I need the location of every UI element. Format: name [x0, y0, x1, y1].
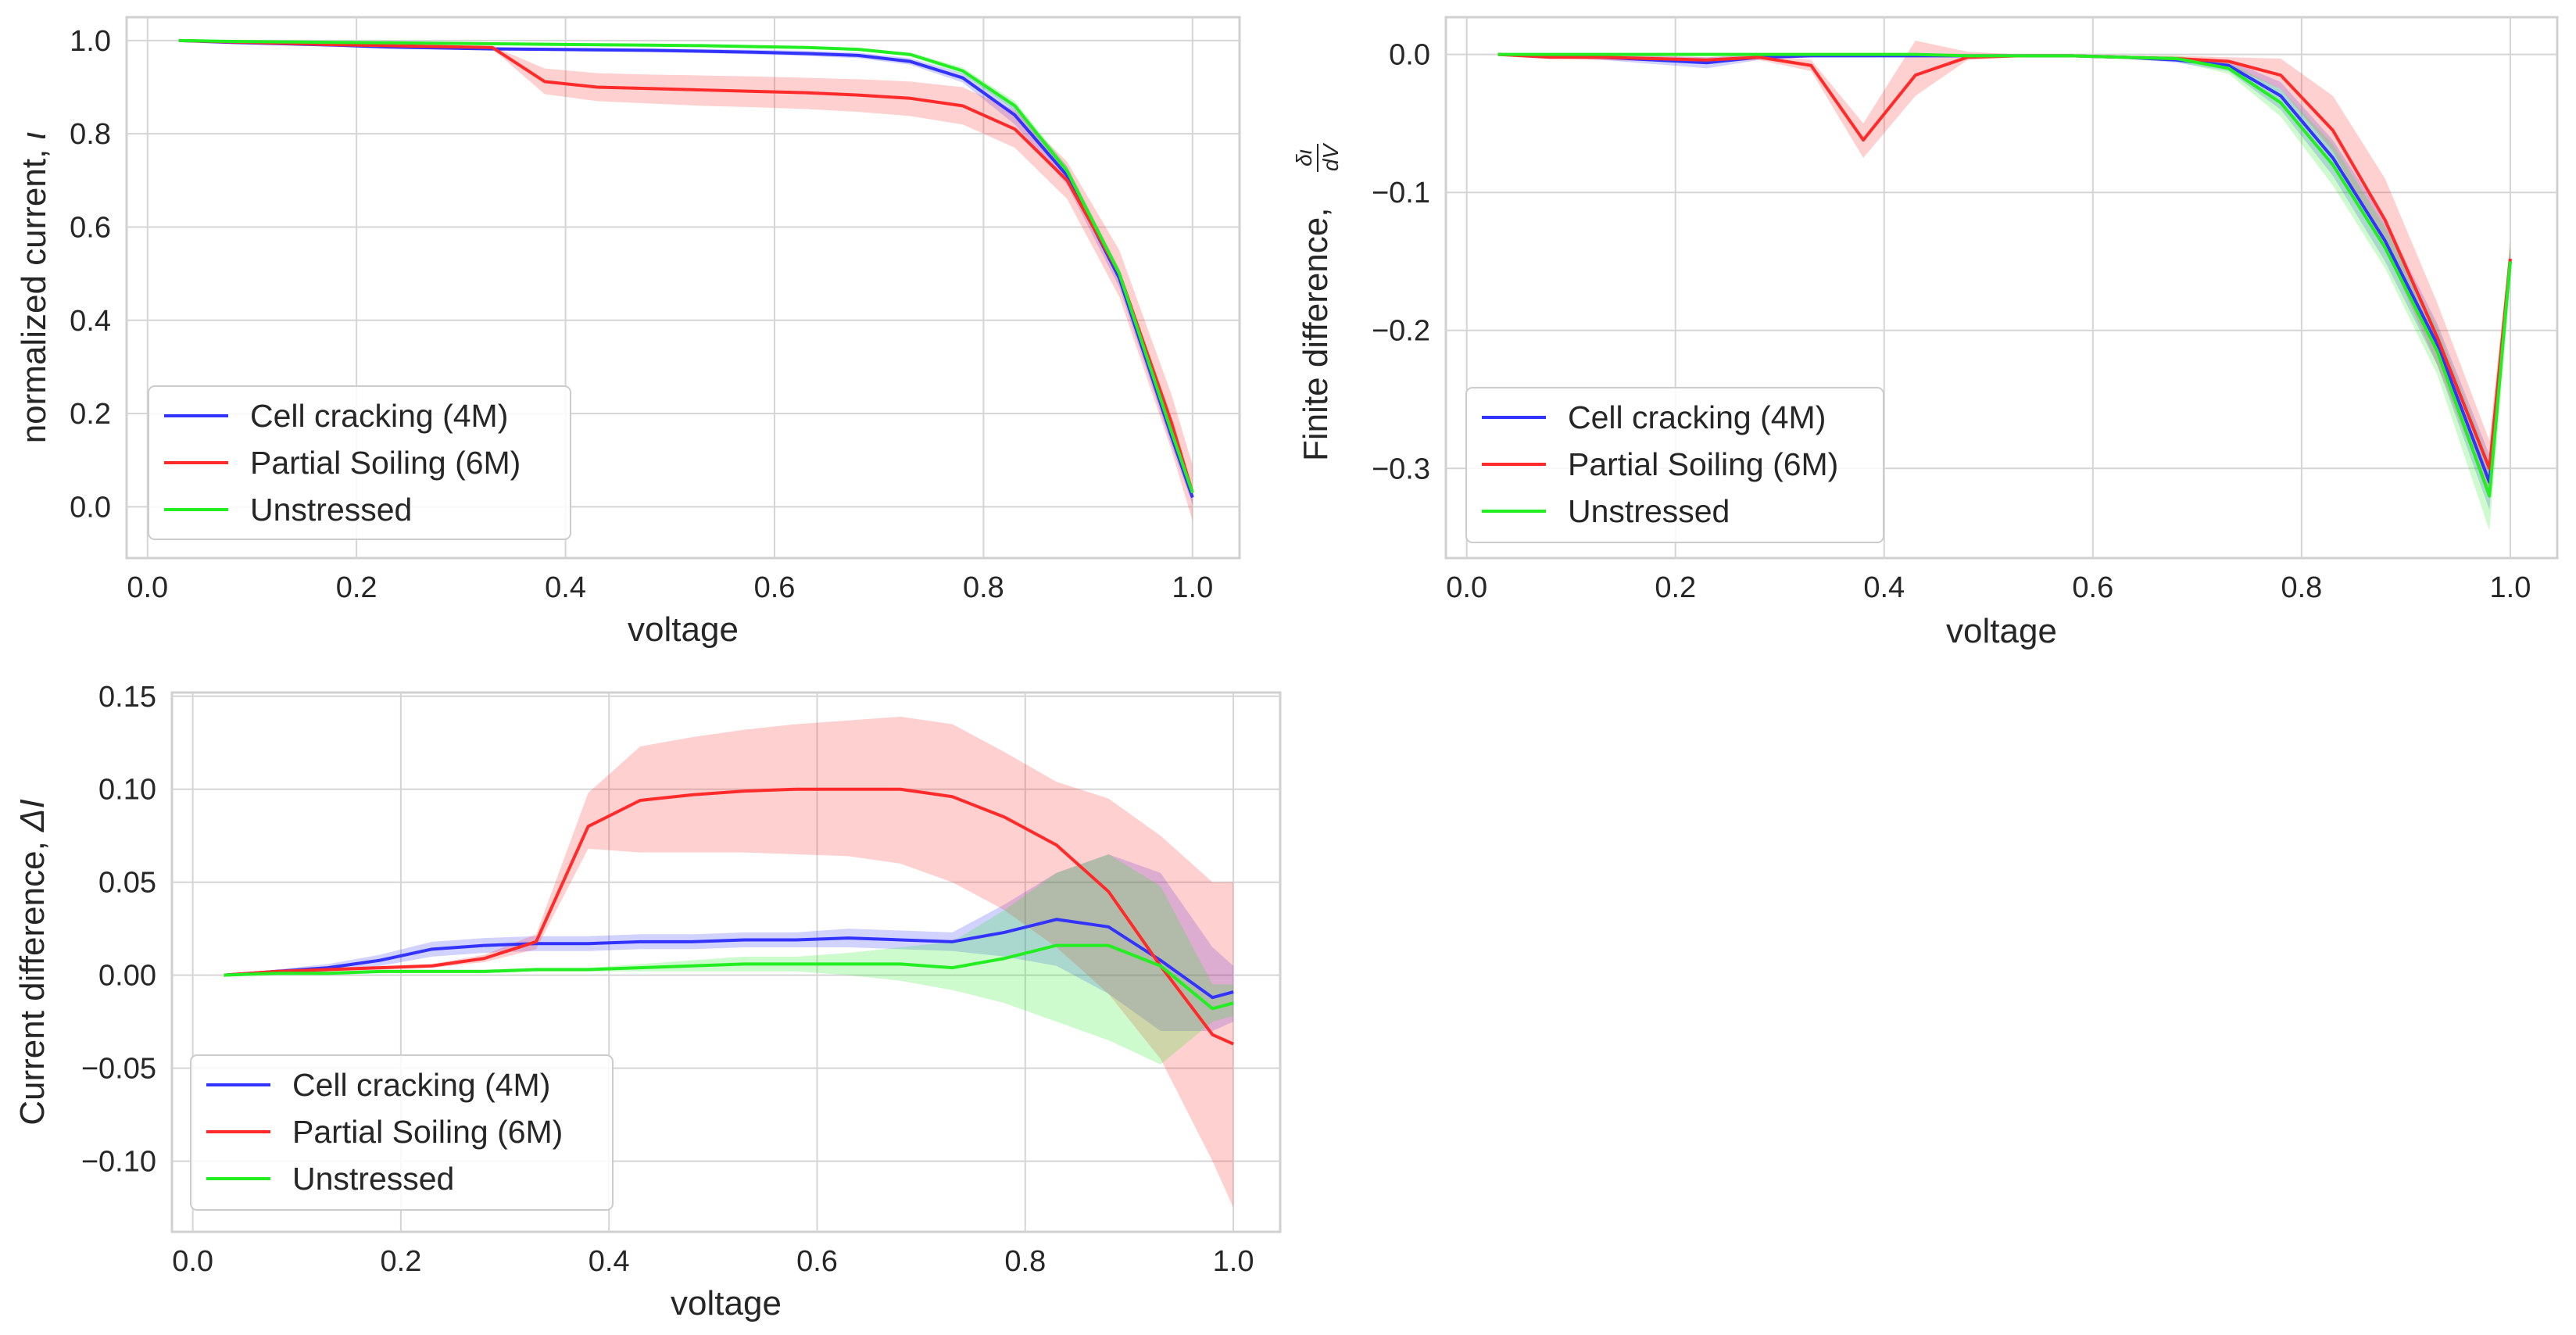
legend: Cell cracking (4M) Partial Soiling (6M) Un…	[1465, 387, 1884, 543]
y-tick-label: 0.10	[98, 774, 156, 807]
x-tick-label: 0.2	[336, 571, 377, 604]
legend-label: Cell cracking (4M)	[1568, 399, 1826, 435]
x-tick-label: 0.6	[754, 571, 796, 604]
confidence-band	[224, 854, 1234, 1032]
legend-label: Cell cracking (4M)	[250, 398, 508, 434]
legend-box	[1465, 387, 1884, 543]
legend-label: Cell cracking (4M)	[292, 1067, 550, 1103]
x-tick-label: 0.8	[1004, 1245, 1046, 1278]
y-axis-label-numerator: δι	[1292, 149, 1316, 166]
series-lines	[224, 787, 1234, 1046]
series-line	[224, 943, 1234, 1011]
x-tick-label: 0.4	[1863, 571, 1905, 604]
y-axis-label: Finite difference, δι dV	[1292, 143, 1343, 461]
legend-label: Unstressed	[1568, 493, 1730, 529]
legend: Cell cracking (4M) Partial Soiling (6M) Un…	[190, 1054, 614, 1211]
series-line	[224, 787, 1234, 1046]
legend: Cell cracking (4M) Partial Soiling (6M) Un…	[148, 385, 571, 540]
y-axis-label-symbol: ι	[15, 132, 53, 140]
x-axis-label: voltage	[671, 1284, 782, 1322]
series-line	[178, 38, 1194, 494]
y-axis-label-symbol: ΔI	[13, 799, 52, 832]
y-tick-label: −0.3	[1372, 453, 1430, 485]
x-tick-label: 1.0	[1213, 1245, 1254, 1278]
legend-label: Partial Soiling (6M)	[1568, 446, 1838, 482]
y-axis-label: Current difference, ΔI	[13, 799, 52, 1126]
y-axis-label: normalized current, ι	[15, 132, 53, 444]
panel-normalized-current: 0.0 0.2 0.4 0.6 0.8 1.0 0.0 0.2 0.4 0.6 0.8 1.0 vo…	[15, 16, 1241, 649]
x-tick-label: 1.0	[1172, 571, 1213, 604]
y-tick-label: −0.1	[1372, 177, 1430, 209]
legend-label: Unstressed	[250, 492, 412, 528]
y-axis-label-text: Finite difference,	[1297, 208, 1335, 461]
x-tick-labels: 0.0 0.2 0.4 0.6 0.8 1.0	[1446, 571, 2531, 604]
series-line	[178, 38, 1194, 494]
y-tick-labels: 0.0 0.2 0.4 0.6 0.8 1.0	[70, 25, 111, 524]
x-tick-label: 0.6	[2072, 571, 2113, 604]
x-tick-label: 0.2	[381, 1245, 422, 1278]
x-tick-label: 0.0	[1446, 571, 1487, 604]
x-tick-label: 0.0	[127, 571, 168, 604]
series-line	[1497, 52, 2512, 498]
y-tick-label: 0.2	[70, 398, 111, 431]
y-tick-label: 0.6	[70, 211, 111, 244]
confidence-bands	[224, 716, 1234, 1208]
y-tick-label: 0.15	[98, 681, 156, 714]
y-tick-label: 0.0	[70, 491, 111, 524]
y-tick-label: 0.4	[70, 305, 111, 338]
y-tick-label: −0.10	[81, 1146, 156, 1179]
panel-current-difference: 0.0 0.2 0.4 0.6 0.8 1.0 0.15 0.10 0.05 0.00 −0.05…	[13, 681, 1282, 1322]
confidence-band	[224, 854, 1234, 1065]
legend-label: Unstressed	[292, 1161, 454, 1197]
y-tick-label: 0.05	[98, 867, 156, 900]
x-tick-label: 1.0	[2490, 571, 2531, 604]
x-tick-label: 0.4	[545, 571, 586, 604]
y-tick-label: −0.2	[1372, 315, 1430, 348]
x-tick-label: 0.2	[1655, 571, 1696, 604]
y-tick-label: 0.8	[70, 118, 111, 151]
y-axis-label-text: Current difference,	[13, 832, 52, 1126]
x-tick-label: 0.4	[589, 1245, 630, 1278]
legend-label: Partial Soiling (6M)	[250, 445, 521, 481]
x-tick-labels: 0.0 0.2 0.4 0.6 0.8 1.0	[127, 571, 1213, 604]
legend-box	[148, 385, 571, 540]
series-lines	[1497, 52, 2512, 498]
y-tick-labels: 0.15 0.10 0.05 0.00 −0.05 −0.10	[81, 681, 156, 1179]
y-axis-label-denominator: dV	[1318, 143, 1343, 172]
y-tick-labels: 0.0 −0.1 −0.2 −0.3	[1372, 39, 1430, 486]
y-tick-label: 0.00	[98, 960, 156, 993]
x-tick-label: 0.0	[172, 1245, 213, 1278]
y-axis-label-text: normalized current,	[15, 139, 53, 443]
series-line	[224, 918, 1234, 1000]
series-lines	[178, 38, 1194, 499]
grid	[127, 17, 1240, 558]
x-tick-label: 0.8	[2281, 571, 2322, 604]
legend-box	[190, 1054, 614, 1211]
x-axis-label: voltage	[628, 610, 739, 649]
x-tick-label: 0.8	[963, 571, 1004, 604]
y-tick-label: 0.0	[1389, 39, 1430, 72]
confidence-band	[224, 716, 1234, 1208]
x-tick-label: 0.6	[796, 1245, 838, 1278]
y-tick-label: 1.0	[70, 25, 111, 58]
panel-finite-difference: 0.0 0.2 0.4 0.6 0.8 1.0 0.0 −0.1 −0.2 −0.3 volta…	[1292, 16, 2559, 650]
x-axis-label: voltage	[1946, 612, 2057, 650]
x-tick-labels: 0.0 0.2 0.4 0.6 0.8 1.0	[172, 1245, 1254, 1278]
legend-label: Partial Soiling (6M)	[292, 1114, 563, 1150]
y-tick-label: −0.05	[81, 1053, 156, 1086]
